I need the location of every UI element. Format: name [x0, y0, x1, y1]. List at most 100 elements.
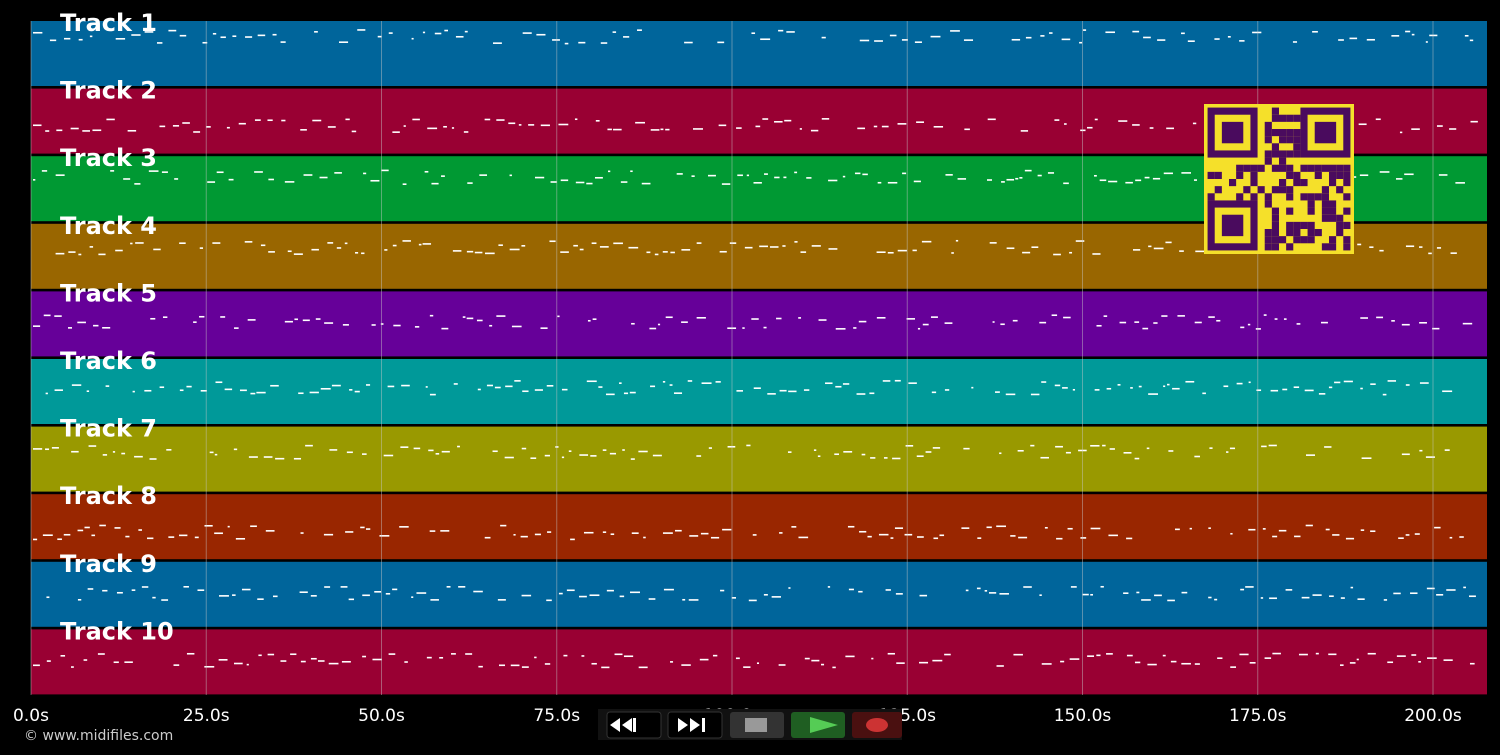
note — [722, 528, 732, 531]
note — [1405, 384, 1410, 386]
note — [853, 327, 857, 329]
note — [1248, 381, 1251, 384]
note — [132, 390, 135, 393]
note — [355, 252, 359, 254]
note — [54, 315, 62, 317]
note — [440, 530, 450, 532]
note — [1134, 321, 1140, 323]
rewind-button[interactable] — [606, 711, 662, 739]
note — [233, 448, 238, 451]
note — [950, 30, 960, 32]
note — [774, 120, 783, 123]
note — [992, 321, 995, 323]
note — [1094, 174, 1097, 177]
note — [1054, 384, 1061, 387]
note — [1166, 127, 1175, 130]
note — [478, 665, 483, 668]
note — [1301, 596, 1310, 599]
note — [93, 324, 99, 327]
note — [235, 537, 246, 540]
note — [336, 247, 342, 249]
qr-finder — [1207, 200, 1258, 251]
note — [218, 659, 228, 661]
note — [696, 455, 702, 457]
note — [1370, 383, 1376, 385]
note — [239, 389, 247, 392]
note — [662, 381, 666, 383]
note — [186, 385, 192, 388]
note — [462, 316, 466, 318]
note — [1001, 181, 1005, 183]
track-name: Track 6 — [60, 347, 157, 375]
note — [1411, 33, 1415, 36]
note — [134, 183, 141, 185]
note — [1425, 41, 1428, 43]
qr-module — [1264, 150, 1272, 158]
note — [1194, 455, 1200, 458]
qr-module — [1321, 186, 1329, 194]
note — [540, 327, 548, 329]
record-button[interactable] — [852, 712, 902, 738]
qr-module — [1207, 171, 1215, 179]
note — [473, 590, 483, 593]
note — [1192, 122, 1197, 125]
note — [996, 665, 1004, 667]
note — [323, 533, 334, 536]
note — [1010, 535, 1016, 537]
note — [610, 533, 615, 536]
note — [727, 327, 737, 330]
note — [127, 129, 137, 132]
note — [429, 314, 434, 317]
note — [573, 244, 578, 247]
note — [327, 126, 336, 128]
stop-button[interactable] — [730, 712, 784, 738]
note — [600, 42, 608, 44]
play-button[interactable] — [791, 712, 845, 738]
note — [446, 586, 451, 588]
note — [102, 589, 108, 592]
note — [466, 317, 474, 320]
note — [845, 655, 855, 658]
note — [182, 122, 190, 124]
note — [1239, 40, 1245, 42]
note — [811, 659, 820, 662]
note — [592, 318, 597, 320]
note — [1230, 532, 1233, 535]
note — [834, 453, 840, 456]
qr-module — [1286, 150, 1294, 158]
note — [43, 314, 51, 317]
note — [392, 588, 398, 591]
note — [55, 174, 65, 176]
note — [520, 535, 528, 538]
note — [220, 36, 226, 39]
note — [381, 169, 389, 172]
note — [363, 172, 367, 175]
note — [925, 451, 932, 453]
note — [435, 453, 440, 455]
note — [234, 327, 239, 329]
note — [344, 242, 348, 245]
note — [522, 32, 532, 34]
note — [1450, 252, 1457, 254]
fast-forward-button[interactable] — [667, 711, 723, 739]
note — [384, 249, 388, 251]
note — [1469, 595, 1476, 598]
note — [311, 248, 319, 251]
note — [399, 526, 409, 528]
note — [67, 327, 73, 329]
note — [1142, 327, 1149, 330]
note — [113, 661, 119, 664]
note — [1436, 125, 1443, 127]
note — [544, 454, 550, 457]
note — [623, 36, 630, 38]
note — [92, 129, 102, 132]
note — [887, 251, 894, 254]
note — [362, 594, 370, 597]
note — [742, 327, 745, 329]
note — [1172, 387, 1180, 390]
note — [115, 38, 126, 40]
note — [1053, 253, 1061, 256]
note — [1181, 32, 1185, 35]
note — [351, 130, 357, 133]
note — [466, 250, 474, 253]
